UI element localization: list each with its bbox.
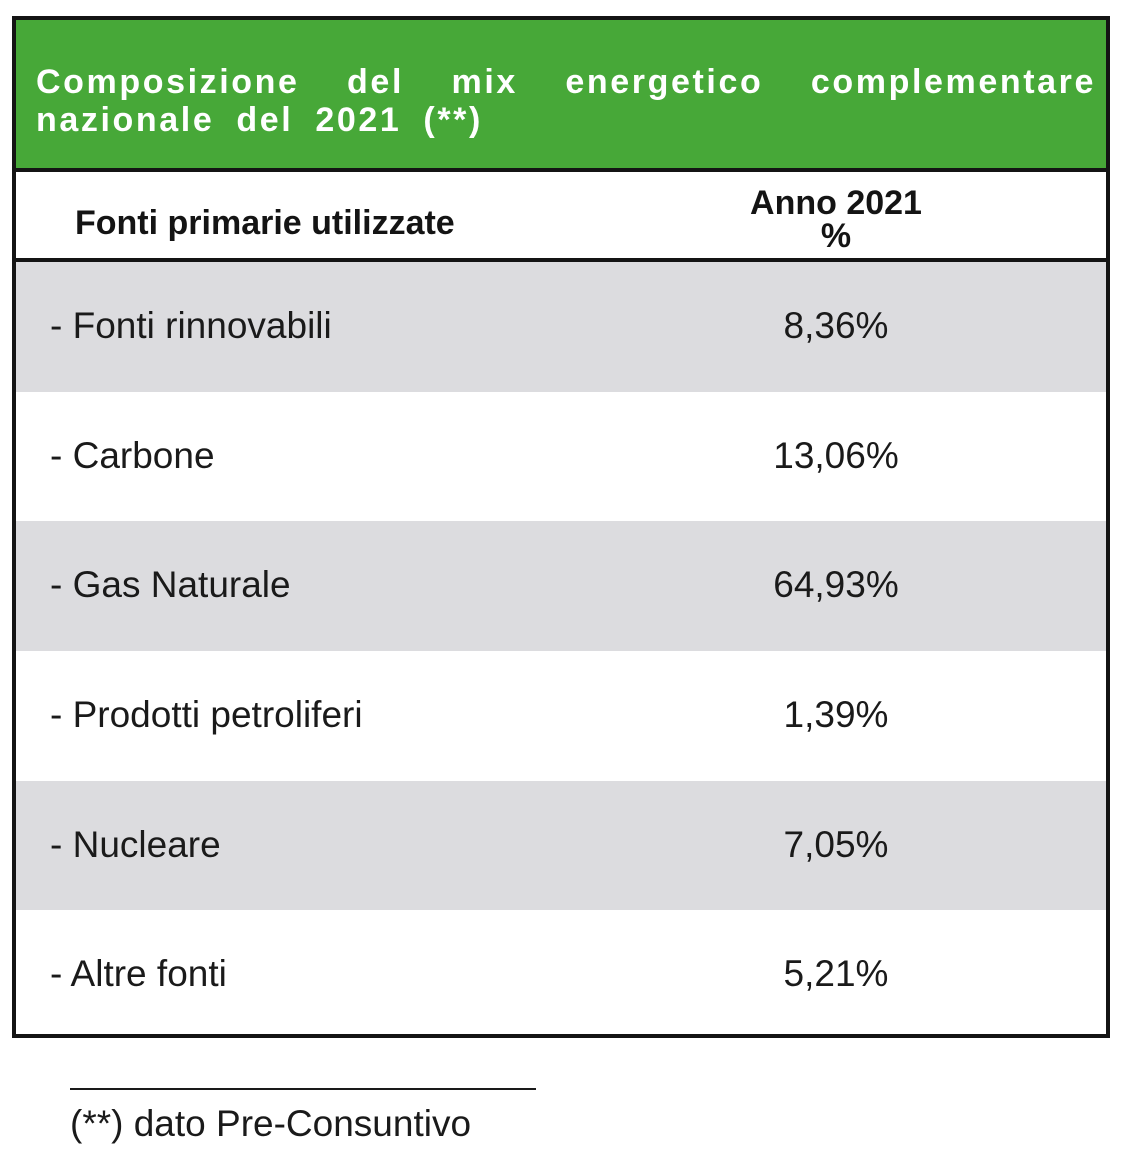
row-value: 64,93% <box>773 564 899 606</box>
column-header-year-label: Anno 2021 <box>750 184 922 222</box>
row-value: 1,39% <box>783 694 889 736</box>
table-row: - Altre fonti 5,21% <box>16 910 1106 1040</box>
energy-mix-table: Composizione del mix energetico compleme… <box>12 16 1110 1038</box>
table-row: - Fonti rinnovabili 8,36% <box>16 262 1106 392</box>
row-value: 13,06% <box>773 434 899 476</box>
footnote: (**) dato Pre-Consuntivo <box>70 1103 472 1144</box>
column-header-year: Anno 2021 % <box>706 184 966 255</box>
row-value: 7,05% <box>783 823 889 865</box>
table-row: - Gas Naturale 64,93% <box>16 521 1106 652</box>
table-row: - Prodotti petroliferi 1,39% <box>16 651 1106 781</box>
table-header-row: Fonti primarie utilizzate Anno 2021 % <box>16 172 1106 262</box>
table-body: - Fonti rinnovabili 8,36% - Carbone 13,0… <box>16 262 1106 1040</box>
row-label: - Altre fonti <box>50 953 227 995</box>
column-header-unit: % <box>820 217 852 255</box>
row-label: - Prodotti petroliferi <box>50 694 363 736</box>
row-label: - Carbone <box>50 434 215 476</box>
row-label: - Fonti rinnovabili <box>50 305 332 346</box>
table-title: Composizione del mix energetico compleme… <box>36 63 1096 139</box>
row-value: 8,36% <box>783 305 889 346</box>
table-row: - Carbone 13,06% <box>16 392 1106 522</box>
table-row: - Nucleare 7,05% <box>16 780 1106 911</box>
footnote-divider <box>70 1088 536 1090</box>
row-value: 5,21% <box>783 953 889 995</box>
row-label: - Nucleare <box>50 823 221 865</box>
column-header-sources: Fonti primarie utilizzate <box>75 204 455 242</box>
table-title-bar: Composizione del mix energetico compleme… <box>16 20 1106 172</box>
row-label: - Gas Naturale <box>50 564 291 606</box>
